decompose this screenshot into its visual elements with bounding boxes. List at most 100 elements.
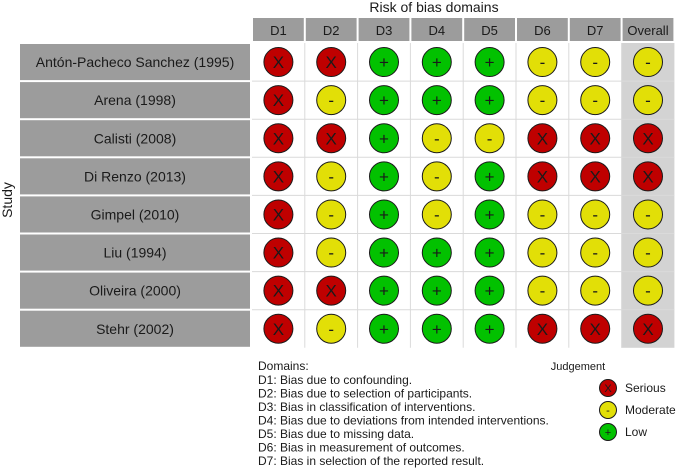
judgement-circle (633, 47, 663, 78)
judgement-moderate-calisti-2008-d4: - (421, 123, 452, 154)
judgement-symbol: + (379, 129, 389, 148)
judgement-serious-calisti-2008-d2: X (316, 123, 347, 154)
domains-legend-item-d5: D5: Bias due to missing data. (258, 427, 414, 441)
judgement-symbol: - (592, 244, 598, 263)
judgement-circle (421, 199, 452, 230)
judgement-low-calisti-2008-d3: + (369, 123, 399, 154)
judgement-circle (580, 313, 611, 344)
judgement-moderate-oliveira-2000-d7: - (580, 275, 611, 306)
judgement-serious-liu-1994-d1: X (263, 237, 294, 268)
legend-swatch (599, 423, 617, 441)
domain-header-overall: Overall (627, 23, 668, 38)
judgement-low-stehr-2002-d5: + (474, 313, 505, 344)
judgement-circle (421, 47, 452, 78)
judgement-circle (580, 199, 611, 230)
judgement-symbol: - (434, 167, 440, 186)
judgement-circle (369, 123, 399, 154)
judgement-moderate-gimpel-2010-d4: - (421, 199, 452, 230)
judgement-circle (316, 275, 347, 306)
judgement-moderate-gimpel-2010-d6: - (527, 199, 558, 230)
judgement-symbol: X (590, 167, 601, 186)
study-label-di-renzo-2013: Di Renzo (2013) (84, 168, 186, 184)
judgement-low-oliveira-2000-d5: + (474, 275, 505, 306)
study-label-liu-1994: Liu (1994) (103, 245, 166, 261)
judgement-moderate-di-renzo-2013-d4: - (421, 161, 452, 192)
judgement-circle (369, 199, 399, 230)
judgement-circle (369, 47, 399, 78)
judgement-symbol: - (328, 205, 334, 224)
judgement-symbol: X (537, 167, 548, 186)
domains-legend-item-d4: D4: Bias due to deviations from intended… (258, 414, 549, 428)
judgement-circle (527, 313, 558, 344)
judgement-circle (474, 47, 505, 78)
judgement-serious-calisti-2008-overall: X (633, 123, 663, 154)
judgement-circle (527, 161, 558, 192)
judgement-circle (421, 123, 452, 154)
judgement-symbol: X (590, 320, 601, 339)
judgement-symbol: - (328, 167, 334, 186)
judgement-symbol: + (485, 205, 495, 224)
judgement-serious-di-renzo-2013-overall: X (633, 161, 663, 192)
judgement-moderate-stehr-2002-d2: - (316, 313, 347, 344)
judgement-symbol: X (537, 129, 548, 148)
judgement-circle (633, 161, 663, 192)
judgement-symbol: - (645, 282, 651, 301)
judgement-circle (633, 85, 663, 116)
y-axis-label: Study (0, 182, 15, 218)
judgement-low-stehr-2002-d4: + (421, 313, 452, 344)
legend-symbol: + (605, 427, 611, 439)
judgement-circle (263, 123, 294, 154)
judgement-legend: Judgement X Serious - Moderate + Low (551, 361, 676, 441)
domain-header-cell (464, 18, 515, 41)
judgement-symbol: X (273, 320, 284, 339)
judgement-symbol: + (379, 205, 389, 224)
judgement-symbol: X (273, 244, 284, 263)
judgement-symbol: X (642, 320, 653, 339)
judgement-circle (474, 313, 505, 344)
study-label-anton-pacheco-sanchez-1995: Antón-Pacheco Sanchez (1995) (36, 54, 234, 70)
judgement-symbol: + (379, 167, 389, 186)
judgement-symbol: - (645, 244, 651, 263)
judgement-serious-di-renzo-2013-d1: X (263, 161, 294, 192)
study-label-cell (20, 310, 250, 347)
judgement-symbol: X (273, 282, 284, 301)
legend-label: Serious (625, 381, 666, 395)
judgement-moderate-oliveira-2000-d6: - (527, 275, 558, 306)
judgement-circle (633, 275, 663, 306)
judgement-serious-stehr-2002-d6: X (527, 313, 558, 344)
judgement-moderate-arena-1998-overall: - (633, 85, 663, 116)
judgement-circle (527, 123, 558, 154)
judgement-circle (580, 161, 611, 192)
judgement-circle (316, 123, 347, 154)
judgement-circle (474, 199, 505, 230)
judgement-symbol: X (273, 53, 284, 72)
judgement-symbol: X (642, 167, 653, 186)
judgement-symbol: + (432, 53, 442, 72)
domain-header-cell (253, 18, 304, 41)
judgement-moderate-liu-1994-d7: - (580, 237, 611, 268)
judgement-symbol: - (645, 91, 651, 110)
judgement-circle (474, 237, 505, 268)
judgement-legend-item-low: + Low (599, 423, 647, 441)
judgement-symbol: + (485, 91, 495, 110)
judgement-serious-calisti-2008-d7: X (580, 123, 611, 154)
judgement-symbol: X (642, 129, 653, 148)
judgement-symbol: - (434, 129, 440, 148)
study-label-arena-1998: Arena (1998) (94, 92, 176, 108)
judgement-low-anton-pacheco-sanchez-1995-d4: + (421, 47, 452, 78)
judgement-moderate-gimpel-2010-overall: - (633, 199, 663, 230)
judgement-symbol: - (592, 91, 598, 110)
judgement-low-arena-1998-d3: + (369, 85, 399, 116)
judgement-low-liu-1994-d3: + (369, 237, 399, 268)
judgement-circle (263, 47, 294, 78)
chart-title: Risk of bias domains (369, 0, 498, 15)
judgement-circle (527, 199, 558, 230)
judgement-serious-gimpel-2010-d1: X (263, 199, 294, 230)
study-label-cell (20, 272, 250, 309)
judgement-legend-item-moderate: - Moderate (599, 401, 676, 419)
domain-header-cell (569, 18, 621, 41)
domain-header-d1: D1 (270, 23, 287, 38)
judgement-moderate-oliveira-2000-overall: - (633, 275, 663, 306)
judgement-circle (369, 275, 399, 306)
